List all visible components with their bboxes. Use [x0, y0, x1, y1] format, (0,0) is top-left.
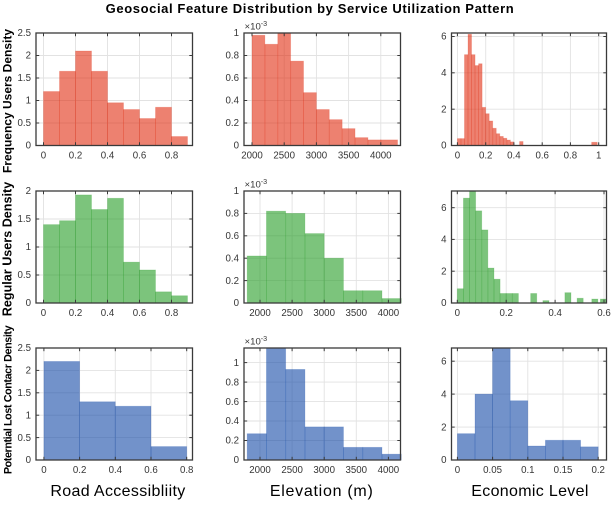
- svg-text:Regular Users Density: Regular Users Density: [1, 182, 15, 316]
- svg-text:2: 2: [441, 104, 446, 115]
- svg-text:0.2: 0.2: [69, 151, 82, 162]
- svg-text:3500: 3500: [346, 308, 368, 319]
- svg-text:0.6: 0.6: [133, 308, 146, 319]
- svg-text:0.8: 0.8: [180, 465, 193, 476]
- svg-text:4: 4: [441, 389, 447, 400]
- svg-text:0.2: 0.2: [591, 465, 604, 476]
- svg-text:0.4: 0.4: [101, 308, 115, 319]
- svg-text:1: 1: [26, 242, 31, 253]
- svg-text:0.4: 0.4: [101, 151, 115, 162]
- svg-text:0: 0: [441, 298, 447, 309]
- svg-text:0.8: 0.8: [226, 377, 239, 388]
- svg-text:0: 0: [26, 455, 32, 466]
- svg-text:1: 1: [26, 96, 31, 107]
- svg-text:0: 0: [41, 465, 47, 476]
- svg-text:0: 0: [441, 141, 447, 152]
- svg-text:6: 6: [441, 32, 446, 43]
- svg-text:0.2: 0.2: [69, 308, 82, 319]
- svg-text:3500: 3500: [346, 465, 368, 476]
- svg-text:6: 6: [441, 356, 446, 367]
- svg-text:0.6: 0.6: [535, 151, 548, 162]
- svg-text:3000: 3000: [306, 151, 328, 162]
- svg-text:0.5: 0.5: [18, 118, 31, 129]
- svg-text:3000: 3000: [313, 308, 335, 319]
- svg-text:0.5: 0.5: [18, 270, 31, 281]
- svg-text:0: 0: [234, 455, 240, 466]
- svg-text:0.2: 0.2: [499, 308, 512, 319]
- svg-text:0.8: 0.8: [226, 209, 239, 220]
- svg-text:Poterntial Lost Contacr Densit: Poterntial Lost Contacr Density: [3, 325, 15, 474]
- svg-text:0.8: 0.8: [165, 151, 178, 162]
- svg-text:0.2: 0.2: [226, 276, 239, 287]
- svg-text:2000: 2000: [249, 308, 271, 319]
- svg-text:1.5: 1.5: [18, 214, 31, 225]
- svg-text:0.4: 0.4: [507, 151, 521, 162]
- svg-text:0: 0: [26, 141, 32, 152]
- svg-text:2.5: 2.5: [18, 28, 31, 39]
- svg-text:2: 2: [26, 186, 31, 197]
- svg-text:4000: 4000: [378, 308, 400, 319]
- svg-text:0.2: 0.2: [226, 436, 239, 447]
- svg-text:2500: 2500: [281, 308, 303, 319]
- svg-text:0.6: 0.6: [133, 151, 146, 162]
- svg-text:2000: 2000: [241, 151, 263, 162]
- svg-text:1.5: 1.5: [18, 388, 31, 399]
- svg-text:0.6: 0.6: [144, 465, 157, 476]
- svg-text:1: 1: [234, 28, 239, 39]
- svg-text:2: 2: [26, 366, 31, 377]
- svg-text:0.8: 0.8: [165, 308, 178, 319]
- svg-text:4000: 4000: [378, 465, 400, 476]
- svg-text:0.8: 0.8: [226, 51, 239, 62]
- svg-text:0: 0: [234, 141, 240, 152]
- svg-text:2500: 2500: [273, 151, 295, 162]
- svg-text:0.15: 0.15: [554, 465, 573, 476]
- svg-text:Frequency Users Density: Frequency Users Density: [1, 29, 15, 173]
- svg-text:0.2: 0.2: [479, 151, 492, 162]
- svg-text:0.4: 0.4: [226, 96, 240, 107]
- svg-text:0.2: 0.2: [226, 118, 239, 129]
- svg-text:Elevation (m): Elevation (m): [270, 483, 374, 500]
- svg-text:0.8: 0.8: [564, 151, 577, 162]
- svg-text:0: 0: [455, 151, 461, 162]
- svg-text:2: 2: [26, 51, 31, 62]
- svg-text:2.5: 2.5: [18, 343, 31, 354]
- svg-text:0: 0: [26, 298, 32, 309]
- svg-text:3500: 3500: [338, 151, 360, 162]
- svg-text:0.6: 0.6: [226, 231, 239, 242]
- svg-text:1.5: 1.5: [18, 73, 31, 84]
- svg-text:1: 1: [26, 410, 31, 421]
- svg-text:0.2: 0.2: [73, 465, 86, 476]
- svg-text:Road Accessibliity: Road Accessibliity: [50, 483, 185, 500]
- svg-text:0.4: 0.4: [226, 416, 240, 427]
- svg-text:4: 4: [441, 68, 447, 79]
- svg-text:2: 2: [441, 266, 446, 277]
- svg-text:1: 1: [596, 151, 601, 162]
- svg-text:4: 4: [441, 235, 447, 246]
- svg-text:0.6: 0.6: [226, 73, 239, 84]
- svg-text:4000: 4000: [370, 151, 392, 162]
- svg-text:6: 6: [441, 203, 446, 214]
- svg-text:1: 1: [234, 358, 239, 369]
- svg-text:0: 0: [441, 455, 447, 466]
- svg-text:0.5: 0.5: [18, 433, 31, 444]
- svg-text:0: 0: [234, 298, 240, 309]
- svg-text:0: 0: [455, 308, 461, 319]
- svg-text:0: 0: [41, 308, 47, 319]
- svg-text:0.4: 0.4: [109, 465, 123, 476]
- svg-text:2500: 2500: [281, 465, 303, 476]
- svg-text:0.6: 0.6: [597, 308, 610, 319]
- svg-text:1: 1: [234, 186, 239, 197]
- svg-text:0.4: 0.4: [226, 253, 240, 264]
- svg-text:0: 0: [41, 151, 47, 162]
- svg-text:Geosocial Feature Distribution: Geosocial Feature Distribution by Servic…: [106, 1, 515, 16]
- svg-text:0.6: 0.6: [226, 397, 239, 408]
- svg-text:0.05: 0.05: [483, 465, 502, 476]
- svg-text:0.4: 0.4: [548, 308, 562, 319]
- svg-text:Economic Level: Economic Level: [471, 483, 588, 500]
- svg-text:0: 0: [455, 465, 461, 476]
- svg-text:2: 2: [441, 422, 446, 433]
- svg-text:2000: 2000: [249, 465, 271, 476]
- svg-text:0.1: 0.1: [521, 465, 534, 476]
- svg-text:3000: 3000: [313, 465, 335, 476]
